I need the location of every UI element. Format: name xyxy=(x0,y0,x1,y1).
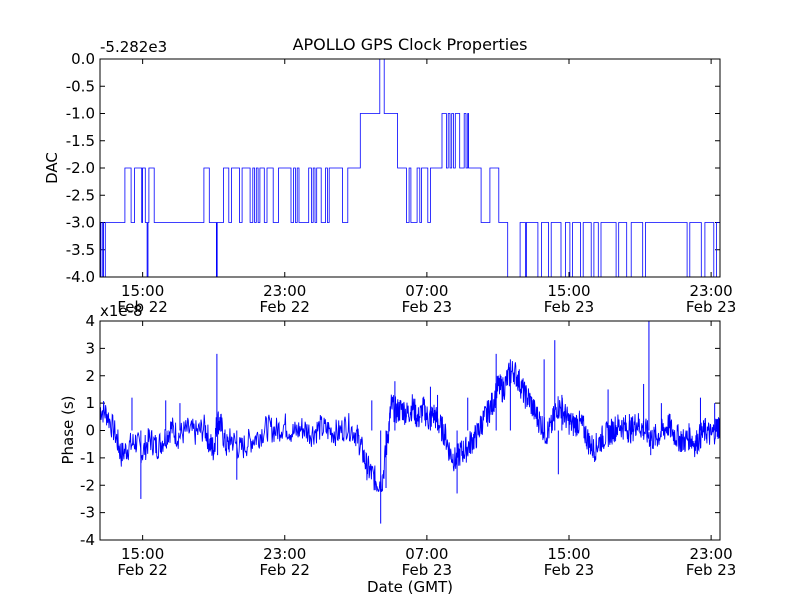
y-tick-label: 0 xyxy=(85,422,95,440)
phase-axes-frame xyxy=(99,320,721,541)
dac-panel: -5.282e3 DAC 0.0 -0.5 -1.0 -1.5 -2.0 -2.5 -3.0… xyxy=(43,38,736,316)
y-tick-label: -3 xyxy=(80,504,95,522)
dac-axes-frame xyxy=(99,58,721,278)
x-tick-time: 23:00 xyxy=(263,282,306,300)
x-tick-time: 07:00 xyxy=(405,282,448,300)
x-tick-date: Feb 23 xyxy=(544,561,594,579)
x-tick-time: 15:00 xyxy=(547,545,590,563)
y-tick-label: -3.5 xyxy=(66,241,95,259)
x-tick-time: 23:00 xyxy=(690,282,733,300)
y-tick-label: -3.0 xyxy=(66,214,95,232)
x-tick-time: 15:00 xyxy=(121,282,164,300)
phase-series-line xyxy=(99,361,721,493)
phase-offset-label: x1e-8 xyxy=(100,302,143,320)
chart-title: APOLLO GPS Clock Properties xyxy=(293,35,528,54)
x-tick-date: Feb 22 xyxy=(117,561,167,579)
x-tick-date: Feb 22 xyxy=(117,298,167,316)
x-axis-label: Date (GMT) xyxy=(367,578,453,596)
y-tick-label: 0.0 xyxy=(71,50,95,68)
x-tick-date: Feb 22 xyxy=(260,298,310,316)
y-tick-label: 4 xyxy=(85,312,95,330)
x-tick-time: 15:00 xyxy=(547,282,590,300)
phase-spikes xyxy=(131,321,716,524)
y-tick-label: -1.0 xyxy=(66,105,95,123)
x-tick-date: Feb 23 xyxy=(402,298,452,316)
dac-offset-label: -5.282e3 xyxy=(100,38,167,56)
y-tick-label: 2 xyxy=(85,367,95,385)
y-tick-label: -2.0 xyxy=(66,159,95,177)
y-tick-label: -1.5 xyxy=(66,132,95,150)
y-tick-label: -2 xyxy=(80,476,95,494)
y-tick-label: -4.0 xyxy=(66,268,95,286)
y-tick-label: 1 xyxy=(85,394,95,412)
x-tick-time: 15:00 xyxy=(121,545,164,563)
x-tick-date: Feb 23 xyxy=(402,561,452,579)
x-tick-date: Feb 23 xyxy=(686,561,736,579)
x-tick-time: 07:00 xyxy=(405,545,448,563)
y-tick-label: -0.5 xyxy=(66,77,95,95)
y-tick-label: -2.5 xyxy=(66,186,95,204)
x-tick-date: Feb 23 xyxy=(544,298,594,316)
dac-y-label: DAC xyxy=(43,152,61,184)
x-tick-date: Feb 22 xyxy=(260,561,310,579)
dac-ticks: 0.0 -0.5 -1.0 -1.5 -2.0 -2.5 -3.0 -3.5 -4.0 15:00… xyxy=(66,50,737,316)
x-tick-time: 23:00 xyxy=(690,545,733,563)
y-tick-label: -4 xyxy=(80,531,95,549)
y-tick-label: -1 xyxy=(80,449,95,467)
x-tick-date: Feb 23 xyxy=(686,298,736,316)
phase-y-label: Phase (s) xyxy=(59,395,77,464)
y-tick-label: 3 xyxy=(85,339,95,357)
x-tick-time: 23:00 xyxy=(263,545,306,563)
